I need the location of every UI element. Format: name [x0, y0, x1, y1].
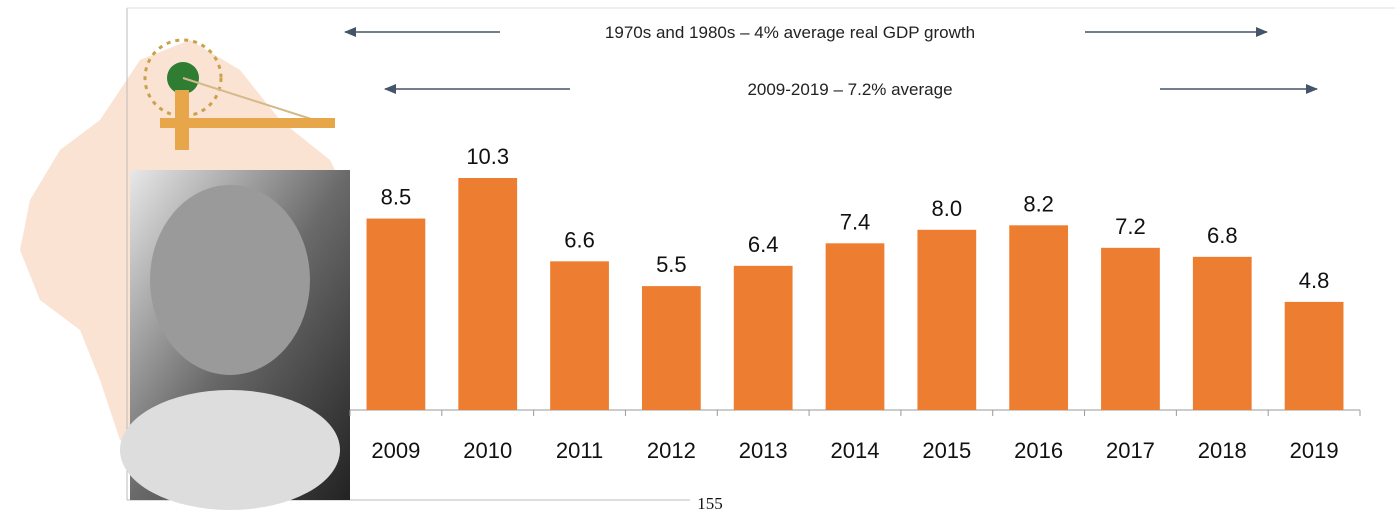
x-tick-label: 2012 [647, 438, 696, 463]
annotation: 1970s and 1980s – 4% average real GDP gr… [605, 23, 975, 42]
x-tick-label: 2019 [1290, 438, 1339, 463]
x-tick-label: 2010 [463, 438, 512, 463]
value-label: 8.2 [1023, 191, 1054, 216]
value-label: 7.4 [840, 209, 871, 234]
x-tick-label: 2014 [831, 438, 880, 463]
value-label: 8.0 [932, 196, 963, 221]
bar [825, 243, 885, 410]
value-label: 7.2 [1115, 214, 1146, 239]
bar [550, 261, 609, 410]
bar [917, 229, 977, 410]
x-tick-label: 2016 [1014, 438, 1063, 463]
value-label: 4.8 [1299, 268, 1330, 293]
x-tick-label: 2015 [922, 438, 971, 463]
value-label: 6.6 [564, 227, 595, 252]
page-number: 155 [697, 494, 723, 511]
x-tick-label: 2011 [556, 438, 603, 463]
value-label: 6.4 [748, 232, 779, 257]
bar [1192, 256, 1252, 410]
x-tick-label: 2013 [739, 438, 788, 463]
x-tick-label: 2018 [1198, 438, 1247, 463]
value-label: 5.5 [656, 252, 687, 277]
x-tick-label: 2017 [1106, 438, 1155, 463]
value-label: 6.8 [1207, 223, 1238, 248]
annotation: 2009-2019 – 7.2% average [747, 80, 952, 99]
bar [641, 286, 701, 410]
bar [1009, 225, 1069, 410]
bar [733, 265, 793, 410]
x-tick-label: 2009 [371, 438, 420, 463]
value-label: 10.3 [466, 144, 509, 169]
bar [366, 218, 426, 410]
spinning-wheel-icon [143, 38, 335, 150]
bar [1101, 247, 1160, 410]
value-label: 8.5 [381, 185, 412, 210]
portrait-photo [120, 170, 350, 510]
bar [458, 178, 518, 410]
bar [1284, 301, 1344, 410]
